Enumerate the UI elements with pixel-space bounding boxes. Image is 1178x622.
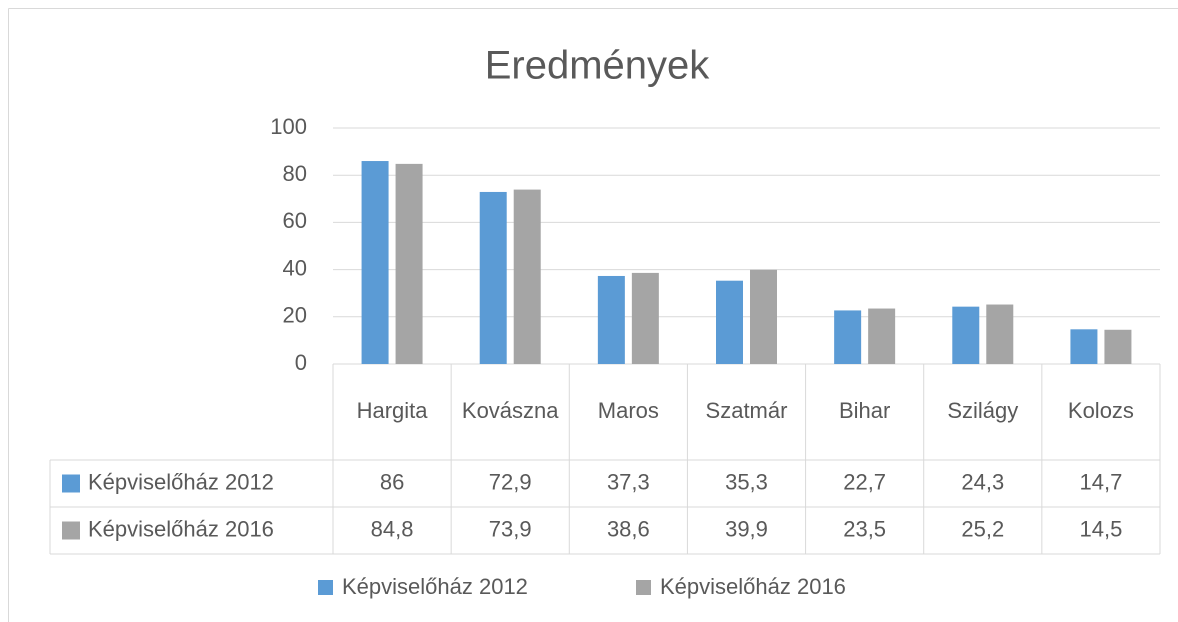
bar (716, 280, 743, 364)
table-value: 24,3 (961, 469, 1004, 494)
x-tick-label: Szatmár (706, 398, 788, 423)
table-value: 22,7 (843, 469, 886, 494)
table-value: 14,7 (1080, 469, 1123, 494)
x-tick-label: Kovászna (462, 398, 559, 423)
table-value: 73,9 (489, 516, 532, 541)
bar (834, 310, 862, 364)
table-value: 72,9 (489, 469, 532, 494)
y-tick-label: 80 (283, 161, 307, 186)
chart-title: Eredmények (485, 44, 711, 88)
y-tick-label: 60 (283, 208, 307, 233)
table-row-label: Képviselőház 2012 (88, 469, 274, 494)
y-tick-label: 100 (270, 114, 307, 139)
x-tick-label: Bihar (839, 398, 890, 423)
x-tick-label: Maros (598, 398, 659, 423)
legend-label: Képviselőház 2012 (342, 574, 528, 599)
bar (361, 161, 389, 364)
bar (1104, 329, 1132, 364)
bar (1070, 329, 1098, 364)
y-tick-label: 40 (283, 255, 307, 280)
table-value: 37,3 (607, 469, 650, 494)
bar (395, 163, 423, 364)
legend-key (636, 580, 651, 595)
table-value: 35,3 (725, 469, 768, 494)
table-row-label: Képviselőház 2016 (88, 516, 274, 541)
table-value: 86 (380, 469, 404, 494)
bar (952, 306, 980, 364)
table-legend-key (62, 521, 80, 540)
bar (597, 275, 625, 364)
bar (986, 304, 1014, 364)
table-legend-key (62, 474, 80, 493)
y-tick-label: 0 (295, 350, 307, 375)
x-tick-label: Kolozs (1068, 398, 1134, 423)
bar (750, 269, 777, 364)
bar (868, 308, 896, 364)
table-value: 84,8 (371, 516, 414, 541)
legend-key (318, 580, 333, 595)
x-tick-label: Hargita (357, 398, 429, 423)
table-value: 23,5 (843, 516, 886, 541)
legend-label: Képviselőház 2016 (660, 574, 846, 599)
table-value: 38,6 (607, 516, 650, 541)
bar (513, 189, 541, 364)
y-tick-label: 20 (283, 303, 307, 328)
bar (479, 191, 507, 364)
bar (631, 272, 659, 364)
table-value: 25,2 (961, 516, 1004, 541)
table-value: 39,9 (725, 516, 768, 541)
x-tick-label: Szilágy (947, 398, 1018, 423)
table-value: 14,5 (1080, 516, 1123, 541)
